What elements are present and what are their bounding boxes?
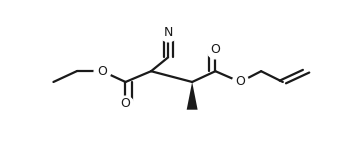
Text: O: O (97, 65, 107, 78)
Text: O: O (235, 76, 245, 89)
Text: O: O (210, 43, 220, 56)
Text: N: N (163, 26, 173, 39)
Text: O: O (121, 97, 131, 110)
Polygon shape (187, 82, 198, 110)
